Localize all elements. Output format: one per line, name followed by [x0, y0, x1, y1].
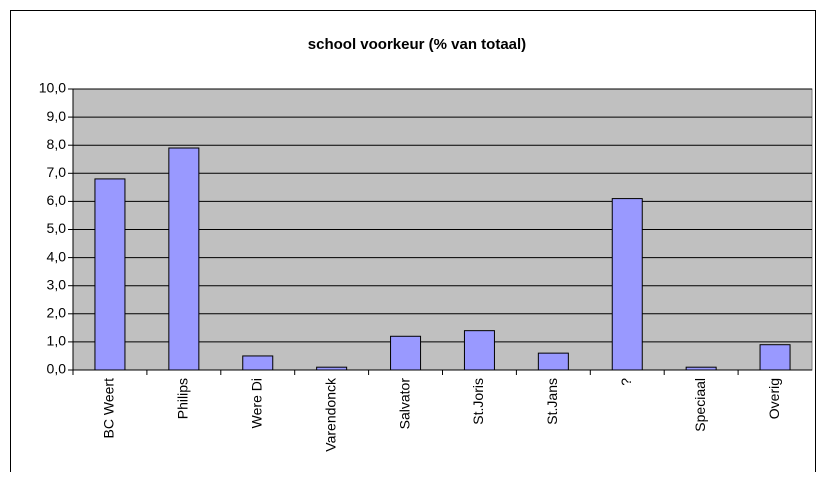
bar: [537, 352, 569, 371]
y-tick-label: 8,0: [47, 136, 67, 152]
y-tick-label: 0,0: [47, 361, 67, 377]
x-tick-label: Were Di: [248, 378, 264, 428]
x-tick-label: Philips: [175, 378, 191, 419]
x-tick-label: St.Joris: [470, 378, 486, 425]
x-tick-label: Overig: [766, 378, 782, 419]
y-tick-label: 9,0: [47, 108, 67, 124]
y-tick-label: 4,0: [47, 248, 67, 264]
chart-title: school voorkeur (% van totaal): [308, 36, 526, 53]
y-tick-label: 2,0: [47, 305, 67, 321]
y-tick-label: 3,0: [47, 276, 67, 292]
x-tick-label: Salvator: [396, 378, 412, 430]
bar: [168, 147, 200, 371]
bar: [242, 355, 274, 371]
y-tick-label: 5,0: [47, 220, 67, 236]
x-tick-label: Varendonck: [322, 377, 338, 452]
x-tick-label: Speciaal: [692, 378, 708, 432]
bar: [390, 335, 422, 371]
bar: [94, 178, 126, 371]
x-tick-label: St.Jans: [544, 378, 560, 425]
bar: [463, 330, 495, 371]
y-tick-label: 6,0: [47, 192, 67, 208]
y-tick-label: 7,0: [47, 164, 67, 180]
x-tick-label: BC Weert: [101, 378, 117, 439]
x-tick-label: ?: [618, 378, 634, 386]
y-tick-label: 1,0: [47, 333, 67, 349]
bar: [759, 344, 791, 371]
y-tick-label: 10,0: [39, 80, 66, 96]
bar: [611, 198, 643, 371]
